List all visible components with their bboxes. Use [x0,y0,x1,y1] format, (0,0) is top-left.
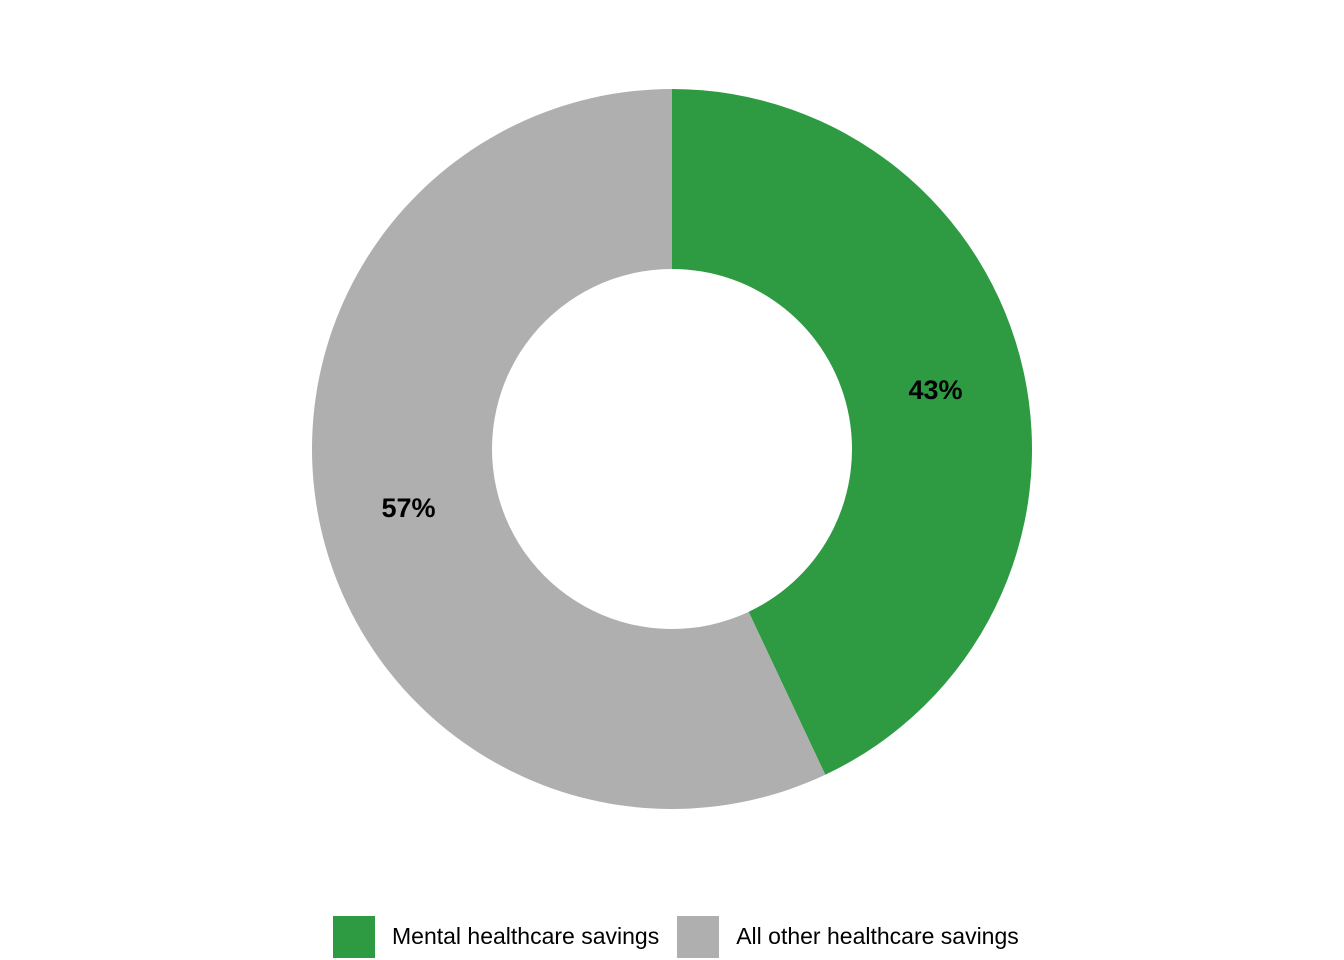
donut-slices [311,89,1032,809]
legend-item-other: All other healthcare savings [677,915,1019,958]
slice-labels: 43% 57% [381,375,962,523]
legend-label-mental: Mental healthcare savings [392,923,660,949]
slice-other [311,89,826,809]
legend-label-other: All other healthcare savings [736,923,1019,949]
chart-legend: Mental healthcare savings All other heal… [333,915,1037,958]
legend-item-mental: Mental healthcare savings [333,915,660,958]
slice-mental [672,89,1032,775]
legend-swatch-mental [333,915,375,958]
legend-swatch-other [677,915,720,958]
slice-label-mental: 43% [908,375,962,405]
slice-label-other: 57% [381,493,435,523]
